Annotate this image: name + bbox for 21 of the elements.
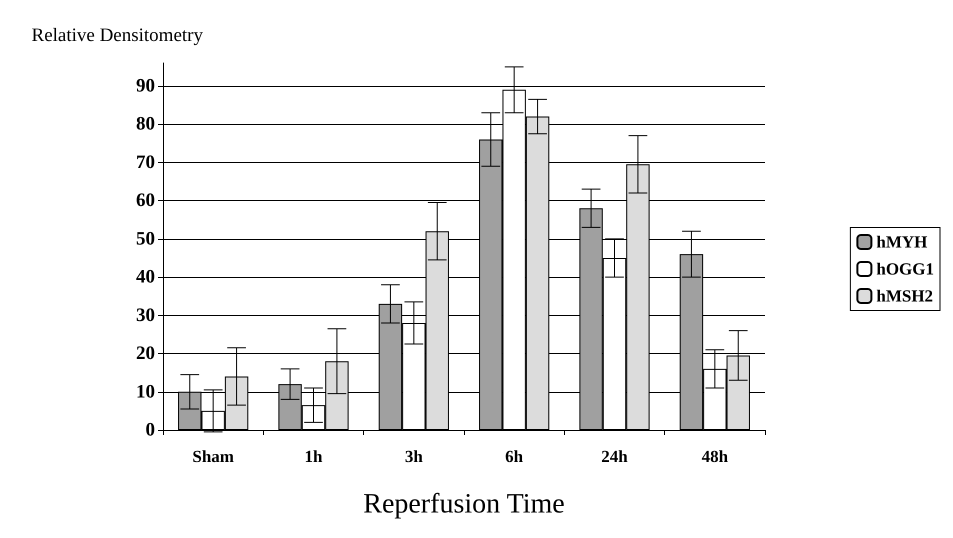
x-tick-label: 3h [404,447,424,466]
x-tick-label: 24h [601,447,628,466]
y-tick-label: 90 [136,75,155,96]
x-tick-label: 48h [702,447,729,466]
y-tick-label: 50 [136,228,155,250]
y-tick-label: 80 [136,114,155,135]
y-tick-label: 30 [136,304,155,326]
x-tick-label: 6h [505,447,524,466]
y-tick-label: 10 [136,381,155,402]
legend-label: hOGG1 [876,260,934,278]
y-axis-title: Relative Densitometry [32,25,204,46]
x-tick-label: Sham [192,447,234,466]
legend-label: hMSH2 [876,286,934,306]
y-tick-label: 40 [136,266,155,288]
x-axis-title: Reperfusion Time [363,488,565,520]
y-tick-label: 70 [136,152,155,173]
x-tick-label: 1h [304,447,324,466]
y-tick-label: 0 [146,420,155,440]
legend-label: hMYH [876,232,928,252]
y-tick-label: 60 [136,190,155,212]
y-tick-label: 20 [136,343,155,364]
